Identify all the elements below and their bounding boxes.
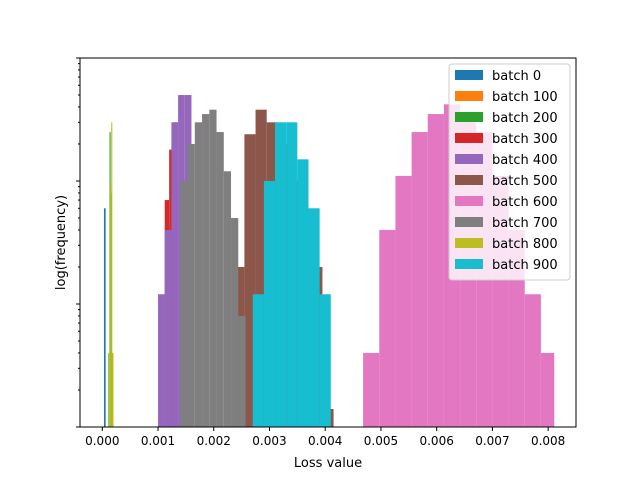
bar-batch-700-5 bbox=[216, 132, 224, 428]
x-axis-label: Loss value bbox=[294, 456, 362, 471]
x-tick-label: 0.001 bbox=[141, 434, 175, 448]
bar-batch-700-1 bbox=[187, 143, 195, 427]
bar-batch-800-0 bbox=[108, 352, 111, 427]
bar-batch-700-7 bbox=[231, 218, 239, 427]
bar-batch-400-2 bbox=[171, 122, 179, 427]
bar-batch-700-2 bbox=[194, 122, 203, 427]
legend-swatch bbox=[455, 133, 483, 143]
legend-label: batch 200 bbox=[492, 111, 558, 126]
bar-batch-600-2 bbox=[395, 175, 412, 427]
legend-swatch bbox=[455, 259, 483, 269]
legend-swatch bbox=[455, 112, 483, 122]
legend-swatch bbox=[455, 175, 483, 185]
x-tick-label: 0.003 bbox=[252, 434, 286, 448]
legend-swatch bbox=[455, 238, 483, 248]
bar-batch-900-0 bbox=[252, 294, 264, 427]
bar-batch-0-0 bbox=[103, 208, 106, 427]
bar-batch-800-3 bbox=[112, 352, 114, 427]
bar-batch-900-6 bbox=[319, 294, 331, 427]
x-tick-label: 0.004 bbox=[308, 434, 342, 448]
x-axis-ticks: 0.000 0.001 0.002 0.003 0.004 0.005 0.006 0.007… bbox=[85, 427, 565, 448]
bar-batch-600-3 bbox=[411, 132, 428, 428]
bar-batch-400-1 bbox=[164, 229, 172, 427]
legend-swatch bbox=[455, 154, 483, 164]
bar-batch-900-2 bbox=[275, 122, 287, 427]
x-tick-label: 0.008 bbox=[531, 434, 565, 448]
bar-batch-900-4 bbox=[297, 159, 309, 427]
bar-batch-700-4 bbox=[209, 109, 217, 427]
bar-batch-600-1 bbox=[379, 229, 396, 427]
x-tick-label: 0.005 bbox=[364, 434, 398, 448]
bar-batch-800-2 bbox=[111, 122, 113, 427]
bar-batch-900-1 bbox=[263, 181, 276, 427]
x-tick-label: 0.000 bbox=[85, 434, 119, 448]
bar-batch-500-2 bbox=[255, 109, 267, 427]
legend-label: batch 800 bbox=[492, 237, 558, 252]
bar-batch-700-8 bbox=[238, 315, 246, 427]
bar-batch-400-0 bbox=[158, 294, 165, 427]
bar-batch-500-1 bbox=[244, 134, 256, 428]
legend-label: batch 0 bbox=[492, 69, 541, 84]
x-tick-label: 0.002 bbox=[197, 434, 231, 448]
legend-label: batch 100 bbox=[492, 90, 558, 105]
bar-batch-900-3 bbox=[286, 122, 298, 427]
bar-batch-600-10 bbox=[524, 294, 541, 427]
legend-label: batch 600 bbox=[492, 195, 558, 210]
legend-label: batch 900 bbox=[492, 258, 558, 273]
bar-batch-800-1 bbox=[110, 186, 112, 427]
x-tick-label: 0.006 bbox=[419, 434, 453, 448]
legend-swatch bbox=[455, 196, 483, 206]
bar-batch-600-4 bbox=[427, 114, 444, 427]
bar-batch-700-0 bbox=[180, 181, 188, 427]
bar-batch-600-0 bbox=[363, 352, 380, 427]
legend-label: batch 700 bbox=[492, 216, 558, 231]
bar-batch-200-2 bbox=[110, 192, 112, 427]
axes-frame bbox=[79, 57, 577, 428]
x-tick-label: 0.007 bbox=[475, 434, 509, 448]
legend-swatch bbox=[455, 217, 483, 227]
series-batch-900 bbox=[252, 122, 331, 427]
y-axis-label: log(frequency) bbox=[54, 195, 69, 290]
legend-label: batch 400 bbox=[492, 153, 558, 168]
legend-swatch bbox=[455, 91, 483, 101]
series-batch-800 bbox=[108, 122, 114, 427]
legend-swatch bbox=[455, 70, 483, 80]
legend: batch 0 batch 100 batch 200 batch 300 batch … bbox=[448, 63, 571, 281]
bar-batch-900-5 bbox=[308, 208, 320, 427]
legend-label: batch 300 bbox=[492, 132, 558, 147]
bar-batch-200-0 bbox=[108, 352, 110, 427]
series-batch-700 bbox=[180, 109, 246, 428]
bar-batch-700-6 bbox=[223, 171, 232, 427]
bar-batch-700-3 bbox=[202, 114, 210, 427]
series-batch-0 bbox=[103, 208, 106, 427]
legend-label: batch 500 bbox=[492, 174, 558, 189]
bar-batch-600-11 bbox=[540, 352, 555, 427]
